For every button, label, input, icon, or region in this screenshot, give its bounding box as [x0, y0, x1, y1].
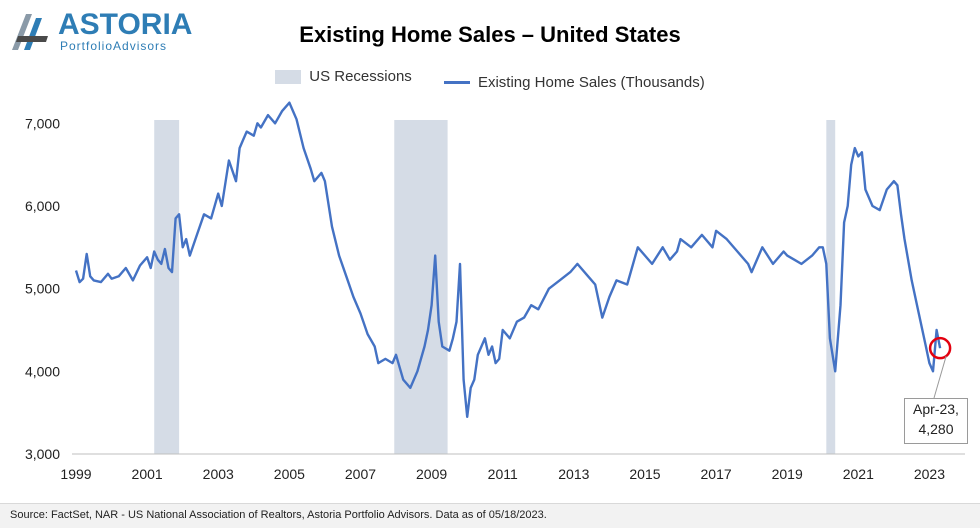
x-tick-label-8: 2015 [629, 466, 660, 482]
x-tick-label-9: 2017 [701, 466, 732, 482]
x-tick-label-6: 2011 [488, 466, 518, 482]
logo-wordmark: ASTORIA [58, 8, 193, 41]
y-tick-label-3: 6,000 [25, 198, 60, 214]
recession-band-1 [394, 120, 448, 454]
chart-title: Existing Home Sales – United States [299, 22, 681, 47]
legend-swatch-home-sales [443, 80, 470, 84]
logo-mark-icon [12, 14, 48, 50]
x-tick-label-7: 2013 [558, 466, 589, 482]
source-note: Source: FactSet, NAR - US National Assoc… [10, 509, 547, 521]
series-line-home-sales [74, 101, 942, 418]
legend-item-recessions: US Recessions [275, 68, 412, 85]
legend-item-home-sales: Existing Home Sales (Thousands) [443, 73, 705, 91]
y-tick-label-1: 4,000 [25, 363, 60, 379]
x-tick-label-10: 2019 [772, 466, 803, 482]
x-tick-label-5: 2009 [416, 466, 447, 482]
recession-band-0 [154, 120, 180, 454]
legend-label-home-sales: Existing Home Sales (Thousands) [477, 73, 705, 91]
x-tick-label-1: 2001 [132, 466, 163, 482]
chart-legend: US Recessions Existing Home Sales (Thous… [0, 68, 980, 91]
x-tick-label-4: 2007 [345, 466, 376, 482]
recession-band-2 [826, 120, 836, 454]
legend-label-recessions: US Recessions [309, 68, 412, 85]
x-tick-label-12: 2023 [914, 466, 945, 482]
x-tick-label-0: 1999 [60, 466, 91, 482]
logo-subtitle: PortfolioAdvisors [60, 39, 168, 53]
y-tick-label-2: 5,000 [25, 281, 60, 297]
legend-swatch-recessions [275, 69, 302, 84]
callout-leader-line [933, 356, 947, 399]
latest-value-callout: Apr-23, 4,280 [904, 398, 968, 444]
callout-date: Apr-23, [913, 401, 959, 417]
footer-bar: Source: FactSet, NAR - US National Assoc… [0, 503, 980, 528]
astoria-logo: ASTORIA PortfolioAdvisors [8, 6, 198, 56]
x-tick-label-3: 2005 [274, 466, 305, 482]
y-tick-label-0: 3,000 [25, 446, 60, 462]
latest-point-marker [928, 336, 952, 360]
callout-value: 4,280 [918, 421, 954, 437]
x-tick-label-11: 2021 [843, 466, 874, 482]
y-tick-label-4: 7,000 [25, 115, 60, 131]
x-tick-label-2: 2003 [203, 466, 234, 482]
